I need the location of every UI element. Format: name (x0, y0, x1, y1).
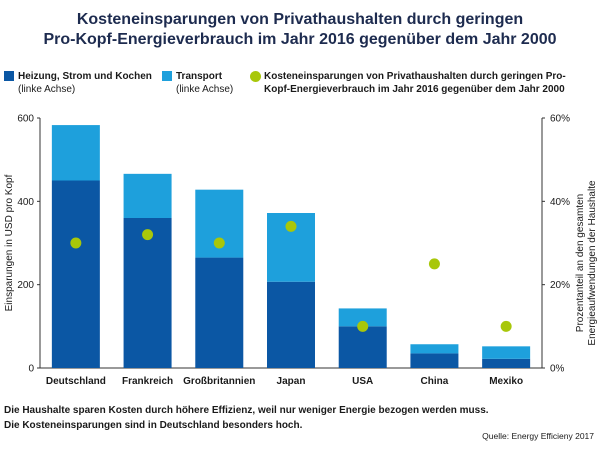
bar-transport-1 (123, 173, 172, 218)
savings-point-6 (500, 320, 512, 332)
savings-point-2 (213, 237, 225, 249)
footer-line-2: Die Kosteneinsparungen sind in Deutschla… (4, 420, 303, 431)
y-tick-label-right: 60% (550, 114, 570, 125)
legend-heating-swatch (4, 71, 14, 81)
source-note: Quelle: Energy Efficieny 2017 (482, 431, 594, 441)
bar-heating-2 (195, 257, 244, 368)
y-tick-label-left: 400 (17, 197, 34, 208)
legend-transport-swatch (162, 71, 172, 81)
savings-point-4 (357, 320, 369, 332)
y-tick-label-right: 0% (550, 364, 565, 375)
x-tick-label-6: Mexiko (489, 376, 523, 387)
bar-heating-1 (123, 218, 172, 368)
title-line-2: Pro-Kopf-Energieverbrauch im Jahr 2016 g… (43, 31, 557, 48)
savings-point-0 (70, 237, 82, 249)
x-tick-label-3: Japan (277, 376, 306, 387)
legend-transport-sub: (linke Achse) (176, 84, 234, 95)
x-tick-label-1: Frankreich (122, 376, 173, 387)
x-tick-label-0: Deutschland (46, 376, 106, 387)
savings-point-3 (285, 220, 297, 232)
chart-title: Kosteneinsparungen von Privathaushalten … (0, 10, 600, 50)
bar-heating-3 (267, 281, 315, 368)
bar-heating-6 (482, 358, 531, 368)
savings-point-1 (142, 229, 154, 241)
x-tick-label-5: China (421, 376, 449, 387)
y-axis-title-right-2: Energieaufwendungen der Haushalte (587, 180, 598, 346)
y-tick-label-left: 0 (28, 364, 34, 375)
bar-heating-4 (338, 326, 387, 368)
legend-transport: Transport (linke Achse) (162, 70, 233, 96)
bar-heating-5 (410, 353, 459, 368)
legend-heating: Heizung, Strom und Kochen (linke Achse) (4, 70, 152, 96)
y-axis-title-right-1: Prozentanteil an den gesamten (575, 194, 586, 332)
savings-point-5 (428, 258, 440, 270)
bar-heating-0 (51, 180, 100, 368)
footer-line-1: Die Haushalte sparen Kosten durch höhere… (4, 405, 489, 416)
y-tick-label-right: 40% (550, 197, 570, 208)
y-tick-label-left: 600 (17, 114, 34, 125)
y-axis-title-left: Einsparungen in USD pro Kopf (4, 174, 15, 311)
y-tick-label-left: 200 (17, 280, 34, 291)
bar-transport-4 (338, 308, 387, 327)
legend-heating-sub: (linke Achse) (18, 84, 76, 95)
bar-transport-5 (410, 344, 459, 354)
legend-transport-label: Transport (176, 71, 223, 82)
legend-savings-label-1: Kosteneinsparungen von Privathaushalten … (264, 71, 566, 82)
legend-savings: Kosteneinsparungen von Privathaushalten … (250, 70, 566, 96)
legend-savings-label-2: Kopf-Energieverbrauch im Jahr 2016 gegen… (264, 84, 565, 95)
bar-transport-0 (51, 125, 100, 181)
x-tick-label-2: Großbritannien (183, 376, 255, 387)
title-line-1: Kosteneinsparungen von Privathaushalten … (76, 11, 524, 28)
legend-heating-label: Heizung, Strom und Kochen (18, 71, 152, 82)
y-tick-label-right: 20% (550, 280, 570, 291)
bar-transport-6 (482, 346, 531, 359)
x-tick-label-4: USA (352, 376, 373, 387)
legend-savings-dot (250, 71, 261, 82)
